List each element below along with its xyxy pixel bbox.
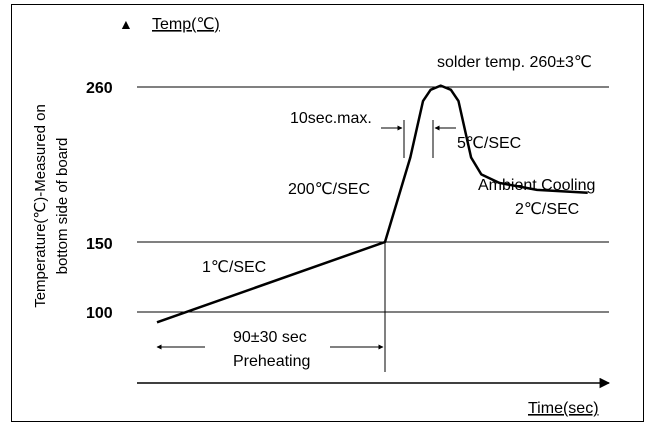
preheat-time-annotation: 90±30 sec [233, 329, 307, 346]
tick-label-100: 100 [86, 305, 113, 322]
tick-label-150: 150 [86, 236, 113, 253]
solder-temp-annotation: solder temp. 260±3℃ [437, 54, 592, 71]
preheat-rate-annotation: 1℃/SEC [202, 259, 266, 276]
tick-label-260: 260 [86, 80, 113, 97]
cooling-annotation-line1: Ambient Cooling [478, 177, 595, 194]
chart-frame [11, 4, 644, 422]
ramp-up-annotation: 200℃/SEC [288, 181, 370, 198]
cooling-annotation-line2: 2℃/SEC [515, 201, 579, 218]
peak-duration-annotation: 10sec.max. [290, 110, 372, 127]
y-axis-side-label-line2: bottom side of board [54, 138, 71, 275]
ramp-down-annotation: 5℃/SEC [457, 135, 521, 152]
preheating-annotation: Preheating [233, 353, 310, 370]
y-axis-side-label-line1: Temperature(℃)-Measured on [32, 104, 49, 308]
y-axis-arrow-icon: ▲ [119, 16, 133, 32]
temperature-profile-line [156, 84, 588, 324]
x-axis-label: Time(sec) [528, 400, 599, 417]
y-axis-label: Temp(℃) [152, 16, 220, 33]
